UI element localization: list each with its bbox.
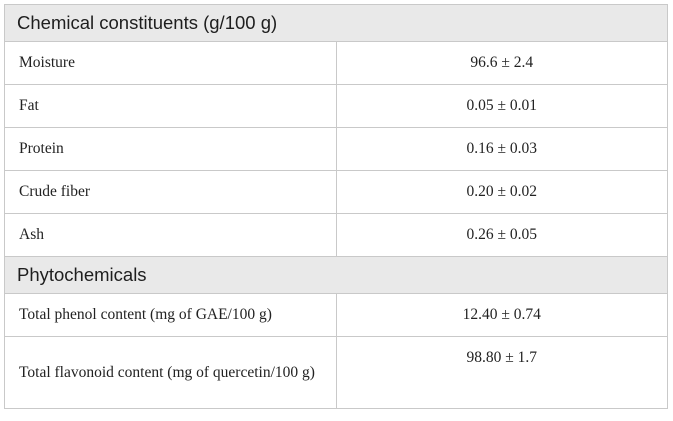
- table-row: Moisture 96.6 ± 2.4: [4, 41, 668, 85]
- row-label-fat: Fat: [4, 84, 337, 128]
- row-label-moisture: Moisture: [4, 41, 337, 85]
- table-row: Total flavonoid content (mg of quercetin…: [4, 336, 668, 409]
- row-label-ash: Ash: [4, 213, 337, 257]
- row-label-crude-fiber: Crude fiber: [4, 170, 337, 214]
- row-value-crude-fiber: 0.20 ± 0.02: [335, 170, 668, 214]
- table-row: Total phenol content (mg of GAE/100 g) 1…: [4, 293, 668, 337]
- row-value-total-flavonoid: 98.80 ± 1.7: [335, 336, 668, 409]
- row-value-moisture: 96.6 ± 2.4: [335, 41, 668, 85]
- section-header-row: Phytochemicals: [4, 256, 668, 294]
- row-value-ash: 0.26 ± 0.05: [335, 213, 668, 257]
- row-label-total-phenol: Total phenol content (mg of GAE/100 g): [4, 293, 337, 337]
- table-row: Protein 0.16 ± 0.03: [4, 127, 668, 171]
- section-title-chemical-constituents: Chemical constituents (g/100 g): [4, 4, 668, 42]
- table-row: Fat 0.05 ± 0.01: [4, 84, 668, 128]
- row-value-fat: 0.05 ± 0.01: [335, 84, 668, 128]
- section-header-row: Chemical constituents (g/100 g): [4, 4, 668, 42]
- row-label-total-flavonoid: Total flavonoid content (mg of quercetin…: [4, 336, 337, 409]
- table-row: Crude fiber 0.20 ± 0.02: [4, 170, 668, 214]
- row-value-total-phenol: 12.40 ± 0.74: [335, 293, 668, 337]
- table-row: Ash 0.26 ± 0.05: [4, 213, 668, 257]
- section-title-phytochemicals: Phytochemicals: [4, 256, 668, 294]
- row-label-protein: Protein: [4, 127, 337, 171]
- constituents-table: Chemical constituents (g/100 g) Moisture…: [4, 4, 668, 409]
- data-table-container: Chemical constituents (g/100 g) Moisture…: [4, 4, 668, 415]
- row-value-protein: 0.16 ± 0.03: [335, 127, 668, 171]
